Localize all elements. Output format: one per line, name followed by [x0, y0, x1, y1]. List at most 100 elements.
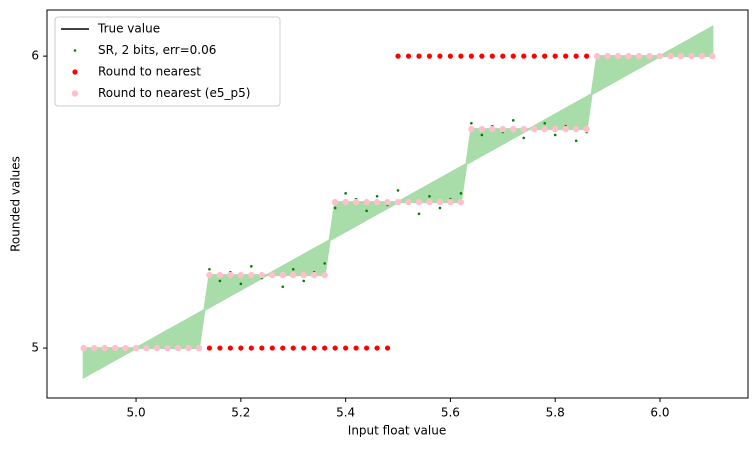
point: [302, 279, 306, 283]
point: [365, 209, 368, 213]
point: [635, 52, 643, 60]
point: [698, 52, 706, 60]
point: [353, 345, 359, 351]
x-tick-label: 5.8: [546, 406, 565, 420]
point: [143, 344, 150, 352]
x-tick-label: 6.0: [650, 406, 669, 420]
point: [531, 53, 537, 59]
point: [248, 345, 254, 351]
point: [331, 198, 339, 206]
point: [237, 271, 245, 279]
point: [572, 125, 580, 133]
point: [709, 52, 716, 60]
legend-label: SR, 2 bits, err=0.06: [98, 43, 216, 57]
point: [563, 53, 569, 59]
point: [542, 53, 548, 59]
point: [227, 345, 233, 351]
point: [80, 344, 87, 352]
point: [195, 344, 203, 352]
point: [510, 125, 517, 133]
point: [584, 53, 590, 59]
point: [206, 271, 213, 279]
point: [352, 198, 360, 206]
legend-swatch: [73, 49, 77, 52]
point: [395, 53, 401, 59]
point: [374, 345, 380, 351]
x-axis-label: Input float value: [348, 424, 446, 438]
point: [311, 345, 317, 351]
point: [363, 198, 370, 206]
point: [520, 125, 527, 133]
point: [394, 198, 402, 206]
point: [593, 52, 601, 60]
x-tick-label: 5.0: [127, 406, 146, 420]
point: [646, 52, 653, 60]
point: [290, 271, 297, 279]
point: [310, 271, 318, 279]
point: [688, 52, 695, 60]
point: [489, 53, 495, 59]
point: [164, 344, 171, 352]
point: [480, 133, 484, 137]
point: [479, 53, 485, 59]
point: [499, 125, 507, 133]
point: [436, 198, 444, 206]
point: [438, 206, 442, 210]
x-tick-label: 5.6: [441, 406, 460, 420]
point: [280, 345, 286, 351]
point: [132, 344, 140, 352]
point: [322, 345, 328, 351]
point: [250, 265, 253, 268]
point: [301, 345, 307, 351]
point: [553, 133, 557, 137]
x-tick-label: 5.4: [336, 406, 355, 420]
point: [217, 345, 223, 351]
point: [405, 53, 412, 59]
point: [510, 53, 516, 59]
point: [153, 344, 161, 352]
point: [363, 345, 370, 351]
point: [323, 262, 326, 265]
point: [551, 125, 559, 133]
point: [522, 136, 526, 140]
point: [552, 53, 558, 59]
point: [111, 344, 119, 352]
point: [185, 344, 192, 352]
point: [677, 52, 685, 60]
point: [384, 198, 391, 206]
point: [457, 198, 465, 206]
point: [417, 212, 421, 216]
point: [218, 279, 222, 283]
point: [174, 344, 182, 352]
point: [216, 271, 224, 279]
point: [291, 267, 295, 271]
point: [583, 125, 590, 133]
legend-swatch: [71, 90, 79, 97]
point: [458, 53, 464, 59]
point: [511, 119, 515, 122]
point: [375, 194, 379, 198]
point: [259, 345, 265, 351]
point: [614, 52, 622, 60]
point: [447, 53, 454, 59]
point: [321, 271, 328, 279]
point: [248, 271, 255, 279]
point: [281, 285, 285, 289]
point: [459, 192, 463, 195]
point: [573, 53, 579, 59]
point: [562, 125, 569, 133]
point: [101, 344, 108, 352]
plot-frame: [46, 9, 749, 399]
point: [574, 139, 578, 143]
point: [290, 345, 296, 351]
point: [344, 192, 347, 195]
point: [343, 345, 349, 351]
point: [416, 53, 422, 59]
point: [470, 121, 473, 125]
point: [238, 345, 244, 351]
point: [279, 271, 286, 279]
point: [428, 194, 431, 198]
point: [300, 271, 307, 279]
legend-box: [54, 16, 281, 107]
